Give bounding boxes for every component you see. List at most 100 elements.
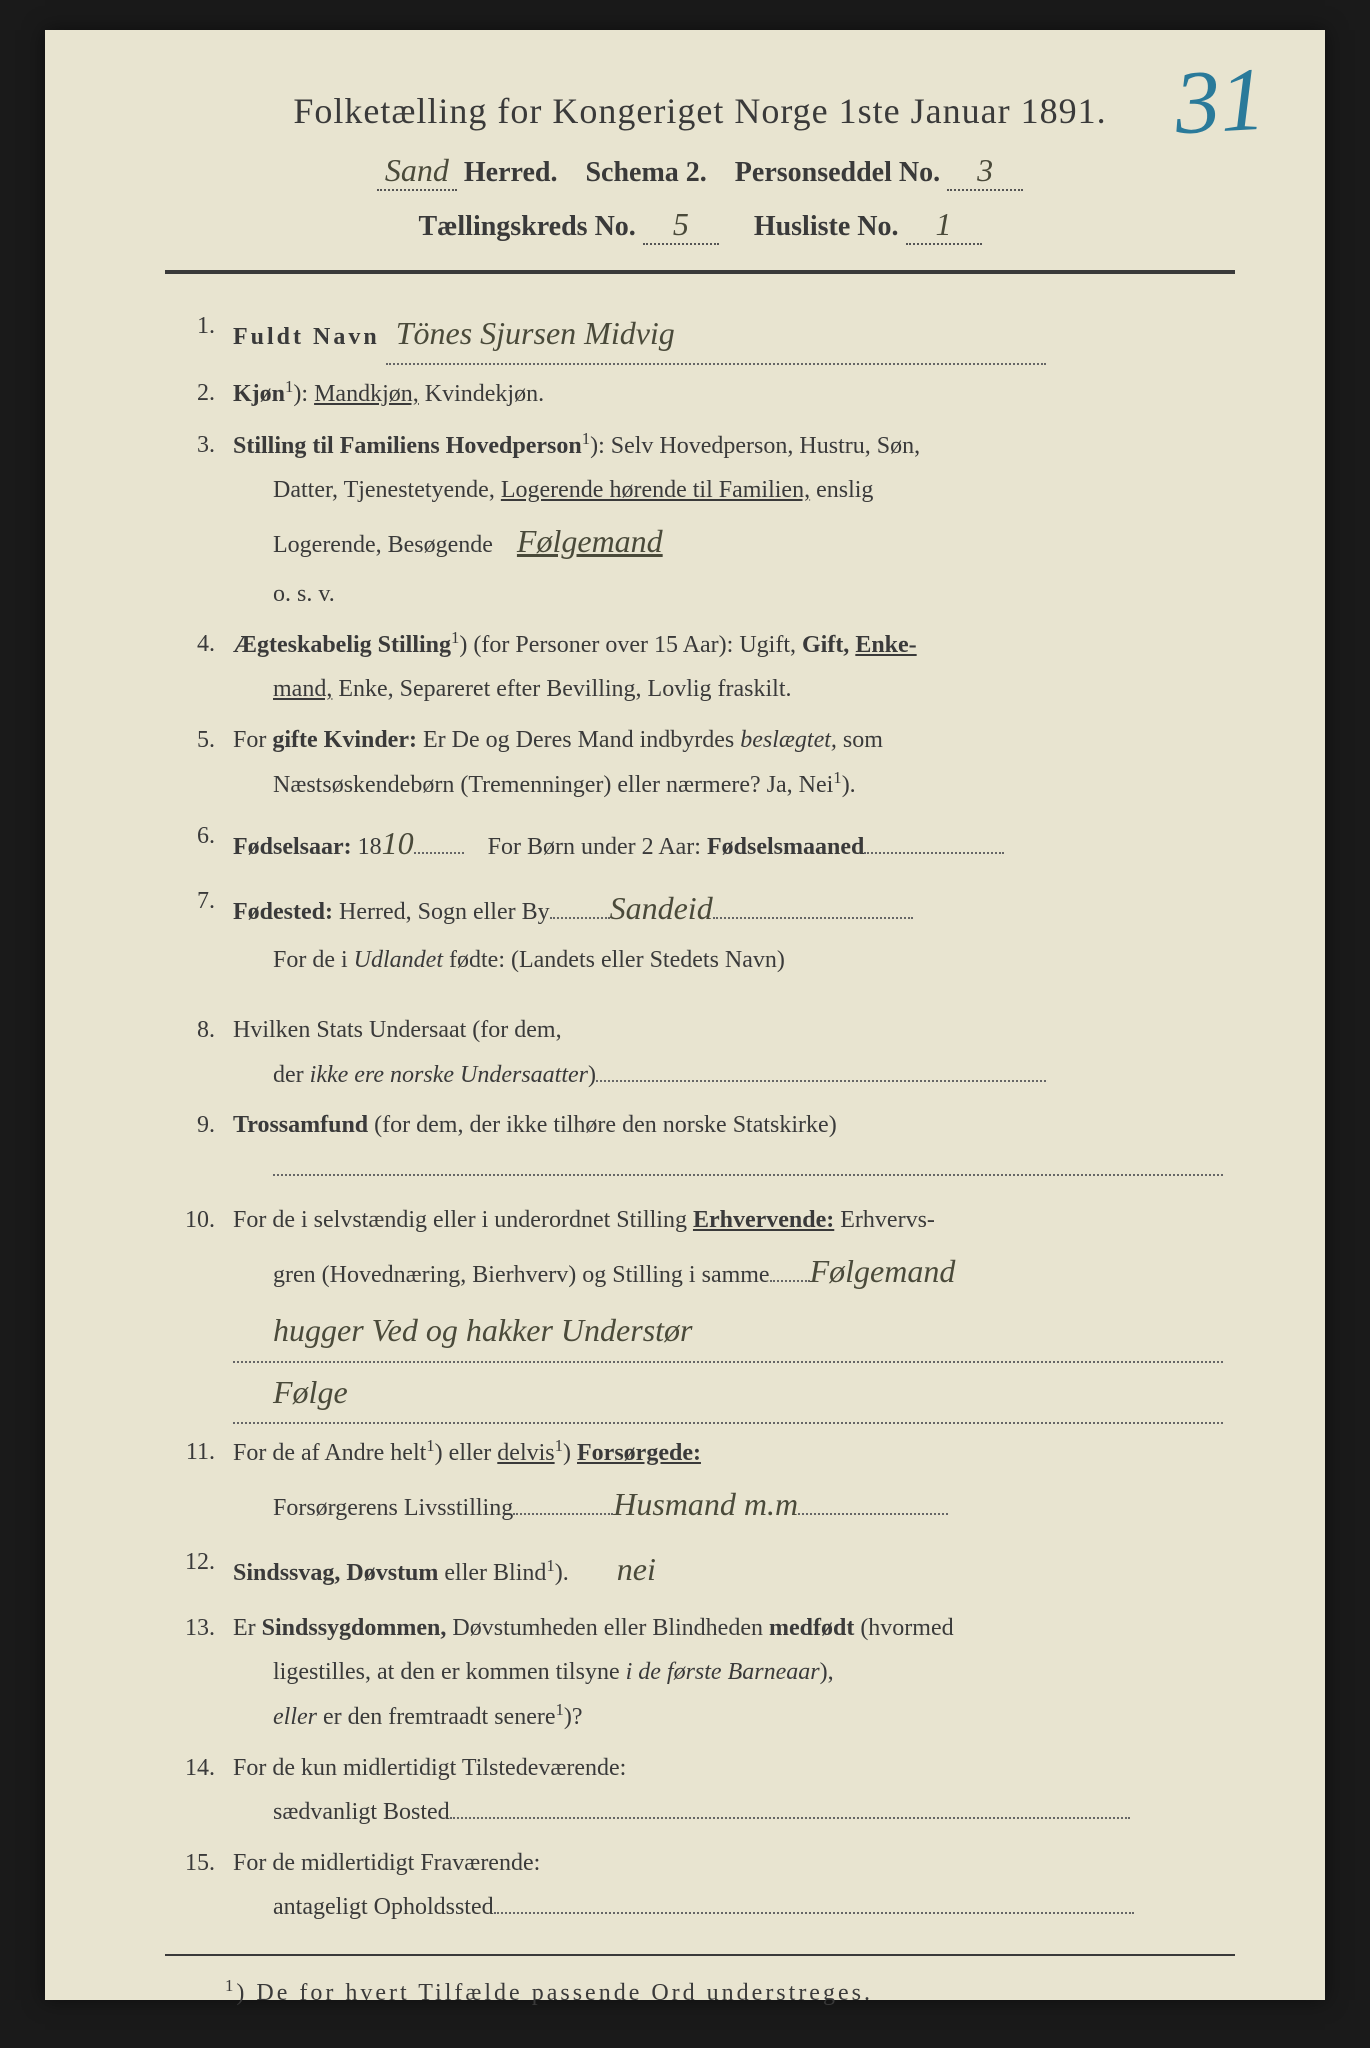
text: gren (Hovednæring, Bierhverv) og Stillin… [233, 1262, 770, 1288]
fill [273, 1174, 1223, 1176]
fill [770, 1280, 810, 1282]
personseddel-label: Personseddel No. [735, 157, 940, 188]
text-beslaegtet: beslægtet, [740, 727, 837, 753]
text: ) [588, 1062, 596, 1088]
item-number: 13. [165, 1606, 233, 1740]
text: fødte: (Landets eller Stedets Navn) [443, 947, 785, 973]
item-1: 1. Fuldt Navn Tönes Sjursen Midvig [165, 304, 1235, 365]
fill [864, 852, 1004, 854]
text-ikke: ikke ere norske Undersaatter [310, 1062, 588, 1088]
item-content: Hvilken Stats Undersaat (for dem, der ik… [233, 1008, 1235, 1097]
item-number: 11. [165, 1430, 233, 1535]
year-handwritten: 10 [382, 825, 414, 861]
item-5: 5. For gifte Kvinder: Er De og Deres Man… [165, 718, 1235, 808]
item-2: 2. Kjøn1): Mandkjøn, Kvindekjøn. [165, 371, 1235, 416]
text: For Børn under 2 Aar: [488, 834, 701, 860]
item-8: 8. Hvilken Stats Undersaat (for dem, der… [165, 1008, 1235, 1097]
text: ), [820, 1659, 834, 1685]
label-fuldt-navn: Fuldt Navn [233, 324, 380, 350]
item-15: 15. For de midlertidigt Fraværende: anta… [165, 1841, 1235, 1930]
item-4: 4. Ægteskabelig Stilling1) (for Personer… [165, 622, 1235, 712]
opt-logerende: Logerende hørende til Familien, [501, 477, 810, 503]
text: eller Blind [444, 1560, 546, 1586]
erhverv-hw2: hugger Ved og hakker Understør [233, 1301, 1223, 1362]
text-barneaar: i de første Barneaar [626, 1659, 820, 1685]
sup: 1 [546, 1556, 554, 1575]
text: antageligt Opholdssted [233, 1894, 494, 1920]
item-content: Fødselsaar: 1810 For Børn under 2 Aar: F… [233, 814, 1235, 873]
label-sindssygdom: Sindssygdommen, [262, 1615, 447, 1641]
item-number: 14. [165, 1746, 233, 1835]
census-form-page: 31 Folketælling for Kongeriget Norge 1st… [45, 30, 1325, 2000]
item-number: 6. [165, 814, 233, 873]
fill [450, 1817, 1130, 1819]
husliste-label: Husliste No. [754, 211, 899, 242]
item-number: 4. [165, 622, 233, 712]
sindssvag-handwritten: nei [617, 1551, 656, 1587]
fill [713, 917, 913, 919]
item-6: 6. Fødselsaar: 1810 For Børn under 2 Aar… [165, 814, 1235, 873]
text: enslig [810, 477, 873, 503]
item-7: 7. Fødested: Herred, Sogn eller BySandei… [165, 879, 1235, 983]
sup: 1 [833, 768, 841, 787]
herred-handwritten: Sand [377, 152, 457, 191]
header-divider [165, 270, 1235, 274]
item-number: 9. [165, 1103, 233, 1192]
item-number: 1. [165, 304, 233, 365]
text: som [837, 727, 883, 753]
text: Datter, Tjenestetyende, [233, 477, 501, 503]
text-udlandet: Udlandet [354, 947, 443, 973]
item-content: For de kun midlertidigt Tilstedeværende:… [233, 1746, 1235, 1835]
fill [494, 1912, 1134, 1914]
item-10: 10. For de i selvstændig eller i underor… [165, 1198, 1235, 1424]
text: ) eller [435, 1440, 498, 1466]
label-trossamfund: Trossamfund [233, 1112, 368, 1138]
footnote-sup: 1 [225, 1976, 236, 1995]
item-number: 15. [165, 1841, 233, 1930]
opt-enkemand-cont: mand, [233, 676, 332, 702]
opt-enkemand: Enke- [855, 632, 916, 658]
text: Logerende, Besøgende [233, 532, 493, 558]
text-gift: Gift, [802, 632, 849, 658]
text: sædvanligt Bosted [233, 1799, 450, 1825]
item-content: Stilling til Familiens Hovedperson1): Se… [233, 423, 1235, 616]
item-14: 14. For de kun midlertidigt Tilstedevære… [165, 1746, 1235, 1835]
fill [596, 1080, 1046, 1082]
fill [550, 917, 610, 919]
erhverv-hw1: Følgemand [810, 1253, 956, 1289]
text: ). [842, 772, 856, 798]
item-11: 11. For de af Andre helt1) eller delvis1… [165, 1430, 1235, 1535]
text: For de kun midlertidigt Tilstedeværende: [233, 1755, 626, 1781]
fill [414, 852, 464, 854]
label-kjon: Kjøn [233, 381, 285, 407]
text: )? [564, 1704, 583, 1730]
text: ) (for Personer over 15 Aar): Ugift, [459, 632, 802, 658]
item-content: For de af Andre helt1) eller delvis1) Fo… [233, 1430, 1235, 1535]
text: ) [563, 1440, 577, 1466]
text: Forsørgerens Livsstilling [233, 1495, 513, 1521]
label-aegteskab: Ægteskabelig Stilling [233, 632, 451, 658]
footnote: 1) De for hvert Tilfælde passende Ord un… [225, 1976, 1235, 2007]
text: ligestilles, at den er kommen tilsyne [233, 1659, 626, 1685]
page-number-handwritten: 31 [1172, 48, 1267, 156]
text: For de i [233, 947, 354, 973]
text: der [233, 1062, 310, 1088]
name-handwritten: Tönes Sjursen Midvig [386, 304, 1046, 365]
fodested-handwritten: Sandeid [610, 890, 713, 926]
text: er den fremtraadt senere [317, 1704, 556, 1730]
label-gifte: gifte Kvinder: [272, 727, 417, 753]
item-number: 5. [165, 718, 233, 808]
text: ): Selv Hovedperson, Hustru, Søn, [590, 433, 920, 459]
item-content: Trossamfund (for dem, der ikke tilhøre d… [233, 1103, 1235, 1192]
item-content: Fødested: Herred, Sogn eller BySandeid F… [233, 879, 1235, 983]
personseddel-no: 3 [947, 152, 1023, 191]
sup: 1 [556, 1700, 564, 1719]
item-content: Fuldt Navn Tönes Sjursen Midvig [233, 304, 1235, 365]
text: For de midlertidigt Fraværende: [233, 1850, 540, 1876]
text: Enke, Separeret efter Bevilling, Lovlig … [332, 676, 791, 702]
item-content: For de midlertidigt Fraværende: antageli… [233, 1841, 1235, 1930]
text: Hvilken Stats Undersaat (for dem, [233, 1017, 562, 1043]
item-12: 12. Sindssvag, Døvstum eller Blind1). ne… [165, 1540, 1235, 1599]
sup: 1 [582, 429, 590, 448]
text: (for dem, der ikke tilhøre den norske St… [368, 1112, 837, 1138]
